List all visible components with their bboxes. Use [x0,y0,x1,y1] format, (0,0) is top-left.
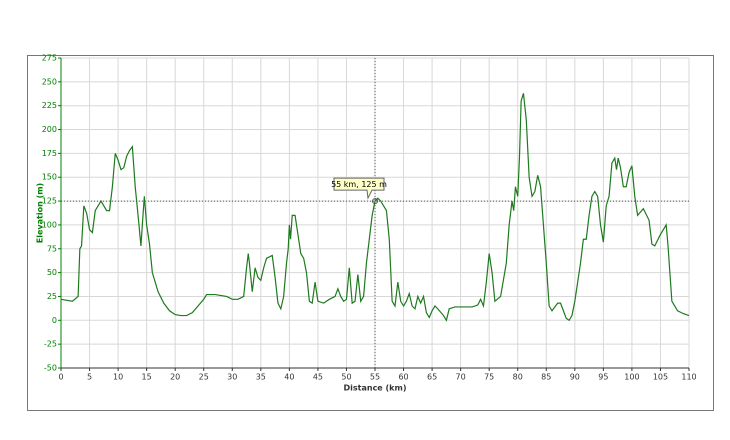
y-tick-label: 125 [42,197,57,206]
x-tick-label: 5 [87,373,92,382]
x-tick-label: 75 [484,373,494,382]
y-tick-label: 25 [47,292,57,301]
y-tick-label: 225 [42,101,57,110]
x-tick-label: 60 [398,373,408,382]
y-tick-label: 0 [52,316,57,325]
x-tick-label: 85 [541,373,551,382]
x-tick-label: 80 [513,373,523,382]
y-tick-label: 100 [42,220,57,229]
y-tick-label: 275 [42,54,57,63]
x-tick-label: 50 [341,373,351,382]
x-tick-label: 35 [256,373,266,382]
y-tick-label: -25 [44,340,57,349]
x-axis-label: Distance (km) [344,384,407,393]
x-tick-label: 65 [427,373,437,382]
elevation-line [60,93,690,322]
y-tick-label: 250 [42,77,57,86]
x-tick-label: 55 [370,373,380,382]
x-tick-label: 70 [456,373,466,382]
annotation-box [333,177,385,200]
x-tick-label: 95 [598,373,608,382]
x-tick-label: 105 [653,373,668,382]
x-tick-label: 0 [58,373,63,382]
y-tick-label: 200 [42,125,57,134]
y-tick-label: 175 [42,149,57,158]
y-tick-label: 150 [42,173,57,182]
y-tick-label: -50 [44,364,57,373]
y-tick-label: 75 [47,244,57,253]
y-axis-label: Elevation (m) [36,183,45,243]
x-tick-label: 100 [624,373,639,382]
x-tick-label: 25 [199,373,209,382]
y-tick-label: 50 [47,268,57,277]
x-tick-label: 20 [170,373,180,382]
x-tick-label: 30 [227,373,237,382]
x-tick-label: 45 [313,373,323,382]
x-tick-label: 10 [113,373,123,382]
x-tick-label: 40 [284,373,294,382]
crosshair-point [372,198,378,205]
x-tick-label: 15 [142,373,152,382]
x-tick-label: 110 [681,373,696,382]
x-tick-label: 90 [570,373,580,382]
annotation-text: 55 km, 125 m [331,180,387,189]
